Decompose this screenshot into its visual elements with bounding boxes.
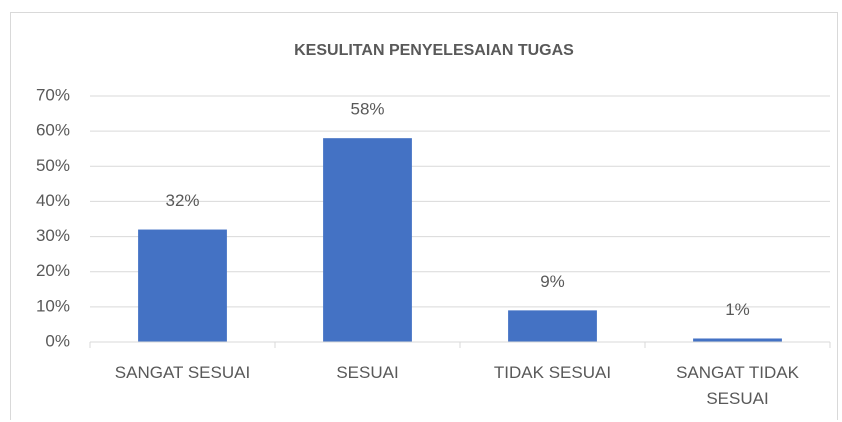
x-tick-label: SANGAT SESUAI (114, 363, 251, 382)
x-tick-label: SANGAT TIDAK SESUAI (676, 363, 799, 408)
y-tick-label: 40% (36, 191, 70, 210)
chart-frame (10, 12, 838, 420)
bar (508, 310, 597, 342)
y-tick-label: 20% (36, 261, 70, 280)
y-tick-label: 30% (36, 226, 70, 245)
x-tick-label: SESUAI (336, 363, 399, 382)
bar (693, 338, 782, 342)
y-tick-label: 10% (36, 296, 70, 315)
data-label: 32% (165, 191, 199, 210)
data-label: 58% (350, 100, 384, 119)
y-tick-label: 60% (36, 121, 70, 140)
y-tick-label: 0% (45, 331, 70, 350)
data-label: 1% (725, 300, 750, 319)
y-tick-label: 70% (36, 85, 70, 104)
x-tick-label: TIDAK SESUAI (493, 363, 612, 382)
chart-title: KESULITAN PENYELESAIAN TUGAS (294, 42, 574, 59)
bar (323, 138, 412, 342)
data-label: 9% (540, 272, 565, 291)
bar (138, 229, 227, 342)
y-tick-label: 50% (36, 156, 70, 175)
